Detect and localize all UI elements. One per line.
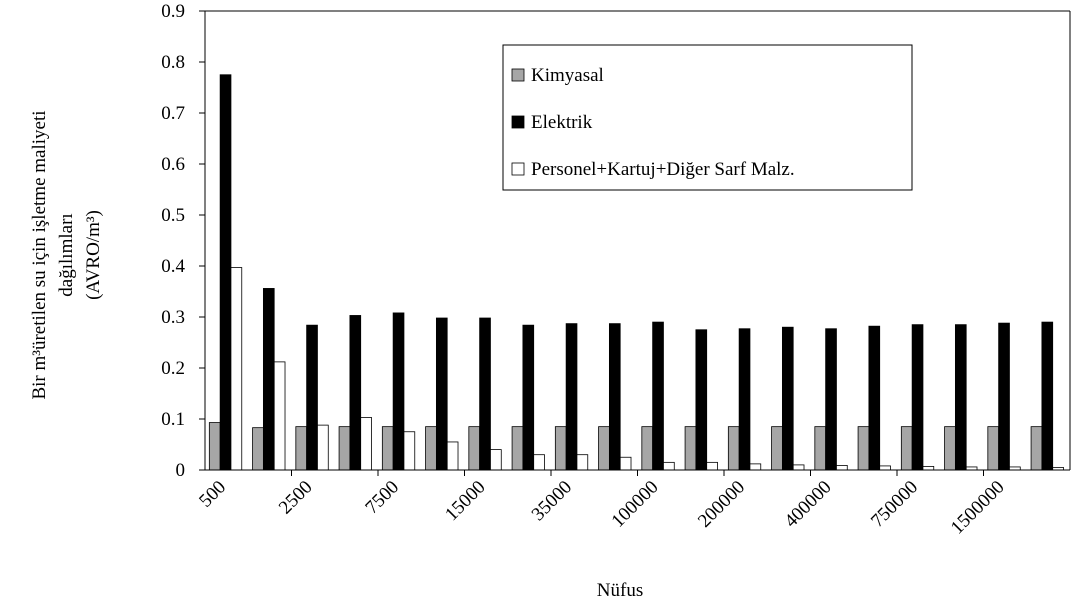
bar xyxy=(954,324,967,471)
bar xyxy=(554,426,567,471)
bar xyxy=(695,329,708,471)
bar xyxy=(598,426,610,471)
y-tick-label: 0.7 xyxy=(161,103,185,124)
bar xyxy=(814,426,827,471)
x-tick-label: 1500000 xyxy=(947,477,1009,539)
bar xyxy=(608,323,621,471)
x-tick-label: 7500 xyxy=(361,477,403,519)
y-tick-label: 0.5 xyxy=(161,205,185,226)
bar xyxy=(317,424,329,471)
bar xyxy=(619,456,632,471)
y-axis-title: dağılımları xyxy=(56,213,77,296)
bar xyxy=(252,427,264,471)
bar xyxy=(349,315,362,471)
bar xyxy=(706,461,718,471)
bar xyxy=(727,426,740,471)
bar xyxy=(446,441,459,471)
legend-label: Elektrik xyxy=(531,112,593,133)
bar xyxy=(219,74,232,471)
bar xyxy=(392,312,405,471)
bar xyxy=(836,465,848,471)
y-tick-label: 0.6 xyxy=(161,154,185,175)
y-tick-label: 0.9 xyxy=(161,1,185,22)
bar xyxy=(900,426,913,471)
legend-label: Kimyasal xyxy=(531,65,604,86)
x-tick-label: 35000 xyxy=(528,477,576,525)
bar xyxy=(868,325,881,471)
bar xyxy=(381,426,394,471)
bar xyxy=(511,426,524,471)
legend-swatch xyxy=(511,162,525,176)
bar xyxy=(565,323,578,471)
legend-swatch xyxy=(511,68,525,82)
bar xyxy=(1030,426,1043,471)
bar xyxy=(360,417,372,471)
bar xyxy=(273,361,286,471)
x-tick-label: 2500 xyxy=(275,477,317,519)
bar xyxy=(306,324,318,471)
legend-swatch xyxy=(511,115,525,129)
bar xyxy=(468,426,481,471)
bar xyxy=(522,324,535,471)
bar xyxy=(490,449,502,471)
bar xyxy=(641,426,654,471)
x-axis-title: Nüfus xyxy=(597,580,643,601)
bar xyxy=(738,328,751,471)
x-tick-label: 500 xyxy=(195,477,230,512)
y-tick-label: 0.1 xyxy=(161,409,185,430)
y-axis-title: (AVRO/m³) xyxy=(83,210,104,300)
y-tick-label: 0.3 xyxy=(161,307,185,328)
bar xyxy=(922,466,935,471)
bar xyxy=(533,454,545,471)
x-tick-label: 750000 xyxy=(867,477,922,532)
bar xyxy=(230,267,243,471)
bar xyxy=(208,422,221,471)
bar xyxy=(262,288,275,471)
bar xyxy=(792,464,805,471)
x-tick-label: 15000 xyxy=(441,477,489,525)
y-axis-title: Bir m³üretilen su için işletme maliyeti xyxy=(29,110,50,399)
bar xyxy=(781,326,794,471)
bar xyxy=(825,328,837,471)
bar xyxy=(295,426,308,471)
bar xyxy=(749,463,762,471)
bar xyxy=(425,426,437,471)
x-tick-label: 200000 xyxy=(694,477,749,532)
y-tick-label: 0.2 xyxy=(161,358,185,379)
bar xyxy=(338,426,351,471)
legend-label: Personel+Kartuj+Diğer Sarf Malz. xyxy=(531,159,795,180)
bar xyxy=(944,426,956,471)
bar xyxy=(663,461,675,471)
bar xyxy=(857,426,870,471)
bar xyxy=(435,317,448,471)
bar xyxy=(1041,321,1054,471)
bar xyxy=(987,426,1000,471)
y-tick-label: 0 xyxy=(176,460,186,481)
bar xyxy=(403,431,416,471)
bar xyxy=(576,454,589,471)
x-tick-label: 400000 xyxy=(781,477,836,532)
bar xyxy=(684,426,697,471)
y-tick-label: 0.8 xyxy=(161,52,185,73)
bar xyxy=(998,322,1010,471)
x-tick-label: 100000 xyxy=(608,477,663,532)
bar xyxy=(479,317,491,471)
bar xyxy=(652,321,664,471)
bar xyxy=(879,465,891,471)
bar xyxy=(911,324,924,471)
legend-box xyxy=(502,44,913,191)
y-tick-label: 0.4 xyxy=(161,256,185,277)
bar xyxy=(771,426,783,471)
